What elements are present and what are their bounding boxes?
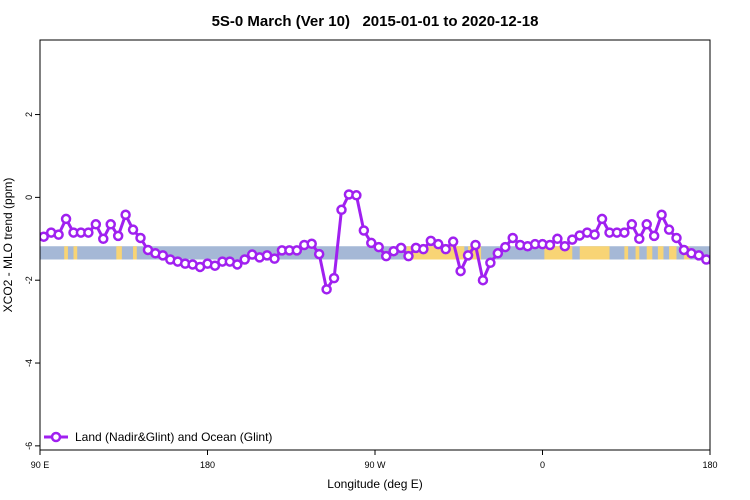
data-point (351, 190, 362, 201)
data-point (358, 225, 370, 236)
ocean-band (40, 246, 710, 260)
x-tick-label: 0 (540, 460, 545, 470)
x-axis: 90 E 180 90 W 0 180 (31, 450, 718, 470)
data-point (380, 250, 392, 262)
data-point (127, 224, 139, 235)
chart-title: 5S-0 March (Ver 10) 2015-01-01 to 2020-1… (212, 13, 539, 30)
data-point (60, 213, 72, 225)
data-point (693, 250, 705, 261)
data-point (559, 240, 571, 252)
x-tick-label: 180 (200, 460, 215, 470)
data-point (40, 231, 49, 242)
data-point (447, 236, 459, 247)
data-point (596, 213, 608, 225)
land-segment (624, 246, 629, 260)
land-segment (133, 246, 137, 260)
data-point (671, 232, 682, 244)
data-point (239, 254, 250, 265)
data-point (589, 229, 600, 240)
data-point (725, 260, 733, 268)
land-segment (116, 246, 122, 260)
data-point (544, 239, 556, 251)
land-segment (64, 246, 68, 260)
data-point (336, 204, 347, 216)
x-tick-label: 180 (702, 460, 717, 470)
data-point (455, 265, 466, 277)
data-point (634, 233, 645, 245)
series-line (42, 193, 710, 291)
y-tick-label: -2 (24, 276, 34, 284)
data-point (717, 260, 725, 268)
data-point (462, 250, 474, 261)
y-axis: -6 -4 -2 0 2 (24, 112, 40, 450)
y-tick-label: 0 (24, 195, 34, 200)
data-point (552, 233, 563, 245)
data-point (269, 253, 280, 264)
y-tick-label: -4 (24, 359, 34, 367)
data-point (663, 224, 675, 235)
series-line-group (40, 189, 733, 295)
y-tick-label: -6 (24, 442, 34, 450)
data-point (306, 238, 317, 250)
data-point (157, 250, 169, 261)
data-point (656, 209, 667, 221)
data-point (90, 219, 102, 230)
data-point (433, 238, 444, 250)
data-point (321, 284, 332, 295)
data-point (477, 274, 489, 286)
x-tick-label: 90 W (364, 460, 386, 470)
data-point (373, 241, 384, 253)
land-segment (579, 246, 610, 260)
data-point (366, 237, 377, 249)
data-point (313, 248, 325, 260)
data-point (120, 209, 131, 221)
data-point (626, 219, 638, 230)
data-point (98, 233, 109, 245)
y-tick-label: 2 (24, 112, 34, 117)
data-point (232, 259, 243, 270)
data-point (440, 243, 451, 255)
land-segment (73, 246, 78, 260)
x-tick-label: 90 E (31, 460, 50, 470)
y-axis-label: XCO2 - MLO trend (ppm) (1, 178, 15, 313)
data-point (83, 227, 94, 238)
data-point (507, 232, 518, 244)
data-point (567, 234, 578, 245)
data-point (291, 245, 303, 256)
legend-marker (50, 431, 62, 443)
data-point (708, 257, 710, 266)
data-point (492, 248, 504, 259)
legend-entry-label: Land (Nadir&Glint) and Ocean (Glint) (75, 430, 272, 444)
land-segment (646, 246, 653, 260)
data-point (701, 254, 710, 265)
legend: Land (Nadir&Glint) and Ocean (Glint) (44, 430, 272, 444)
data-point (403, 250, 414, 262)
data-point (112, 230, 124, 242)
data-point (395, 242, 407, 254)
data-point (135, 232, 146, 244)
data-point (648, 230, 660, 242)
data-point (641, 219, 652, 230)
data-point (418, 243, 429, 255)
land-segment (657, 246, 664, 260)
land-segment (669, 246, 677, 260)
data-point (328, 272, 340, 284)
data-point (470, 239, 481, 251)
data-point (105, 219, 116, 230)
data-point (619, 227, 630, 238)
x-axis-label: Longitude (deg E) (327, 477, 422, 491)
data-point (500, 241, 511, 253)
land-segment (635, 246, 640, 260)
data-point (53, 229, 64, 240)
data-point (209, 260, 221, 271)
data-point (485, 257, 496, 269)
